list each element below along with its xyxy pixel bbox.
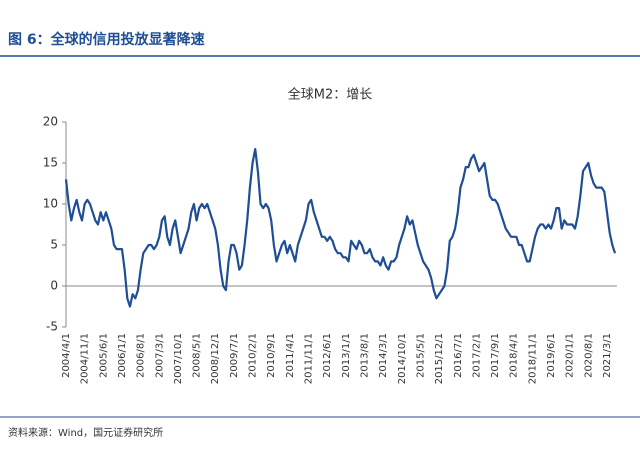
page-title: 图 6：全球的信用投放显著降速 <box>8 31 205 48</box>
y-tick-label: 10 <box>43 197 58 211</box>
series-line <box>64 147 617 308</box>
x-tick-label: 2014/3/1 <box>378 333 389 378</box>
x-tick-label: 2011/4/1 <box>285 333 296 378</box>
x-tick-label: 2007/3/1 <box>154 333 165 378</box>
x-tick-label: 2016/7/1 <box>453 333 464 378</box>
y-tick-label: 15 <box>43 156 58 170</box>
x-tick-label: 2010/2/1 <box>248 333 259 378</box>
x-tick-label: 2014/10/1 <box>397 333 408 384</box>
x-tick-label: 2021/3/1 <box>602 333 613 378</box>
x-tick-label: 2005/6/1 <box>98 333 109 378</box>
x-tick-label: 2013/8/1 <box>359 333 370 378</box>
x-tick-label: 2004/11/1 <box>80 333 91 384</box>
chart-title: 全球M2：增长 <box>288 87 373 103</box>
x-tick-label: 2009/7/1 <box>229 333 240 378</box>
x-tick-label: 2020/8/1 <box>583 333 594 378</box>
x-tick-label: 2019/6/1 <box>546 333 557 378</box>
x-tick-label: 2017/9/1 <box>490 333 501 378</box>
y-tick-label: -5 <box>46 320 58 334</box>
x-tick-label: 2018/4/1 <box>509 333 520 378</box>
plot: -5 0 5 10 15 20 2004/4/1 2004/11/1 2005/6/1 2006/… <box>43 115 617 384</box>
x-tick-label: 2008/12/1 <box>210 333 221 384</box>
x-tick-label: 2006/1/1 <box>117 333 128 378</box>
x-tick-label: 2013/1/1 <box>341 333 352 378</box>
x-tick-label: 2006/8/1 <box>136 333 147 378</box>
x-tick-label: 2011/11/1 <box>304 333 315 384</box>
x-tick-label: 2015/12/1 <box>434 333 445 384</box>
x-tick-label: 2018/11/1 <box>527 333 538 384</box>
x-tick-label: 2004/4/1 <box>61 333 72 378</box>
y-tick-label: 0 <box>50 279 58 293</box>
x-tick-label: 2010/9/1 <box>266 333 277 378</box>
x-tick-label: 2008/5/1 <box>192 333 203 378</box>
x-tick-label: 2015/5/1 <box>415 333 426 378</box>
x-tick-label: 2012/6/1 <box>322 333 333 378</box>
x-tick-label: 2017/2/1 <box>471 333 482 378</box>
x-tick-label: 2007/10/1 <box>173 333 184 384</box>
y-tick-label: 20 <box>43 115 58 129</box>
x-tick-label: 2020/1/1 <box>565 333 576 378</box>
y-tick-label: 5 <box>50 238 58 252</box>
source: 资料来源：Wind，国元证券研究所 <box>8 426 163 439</box>
